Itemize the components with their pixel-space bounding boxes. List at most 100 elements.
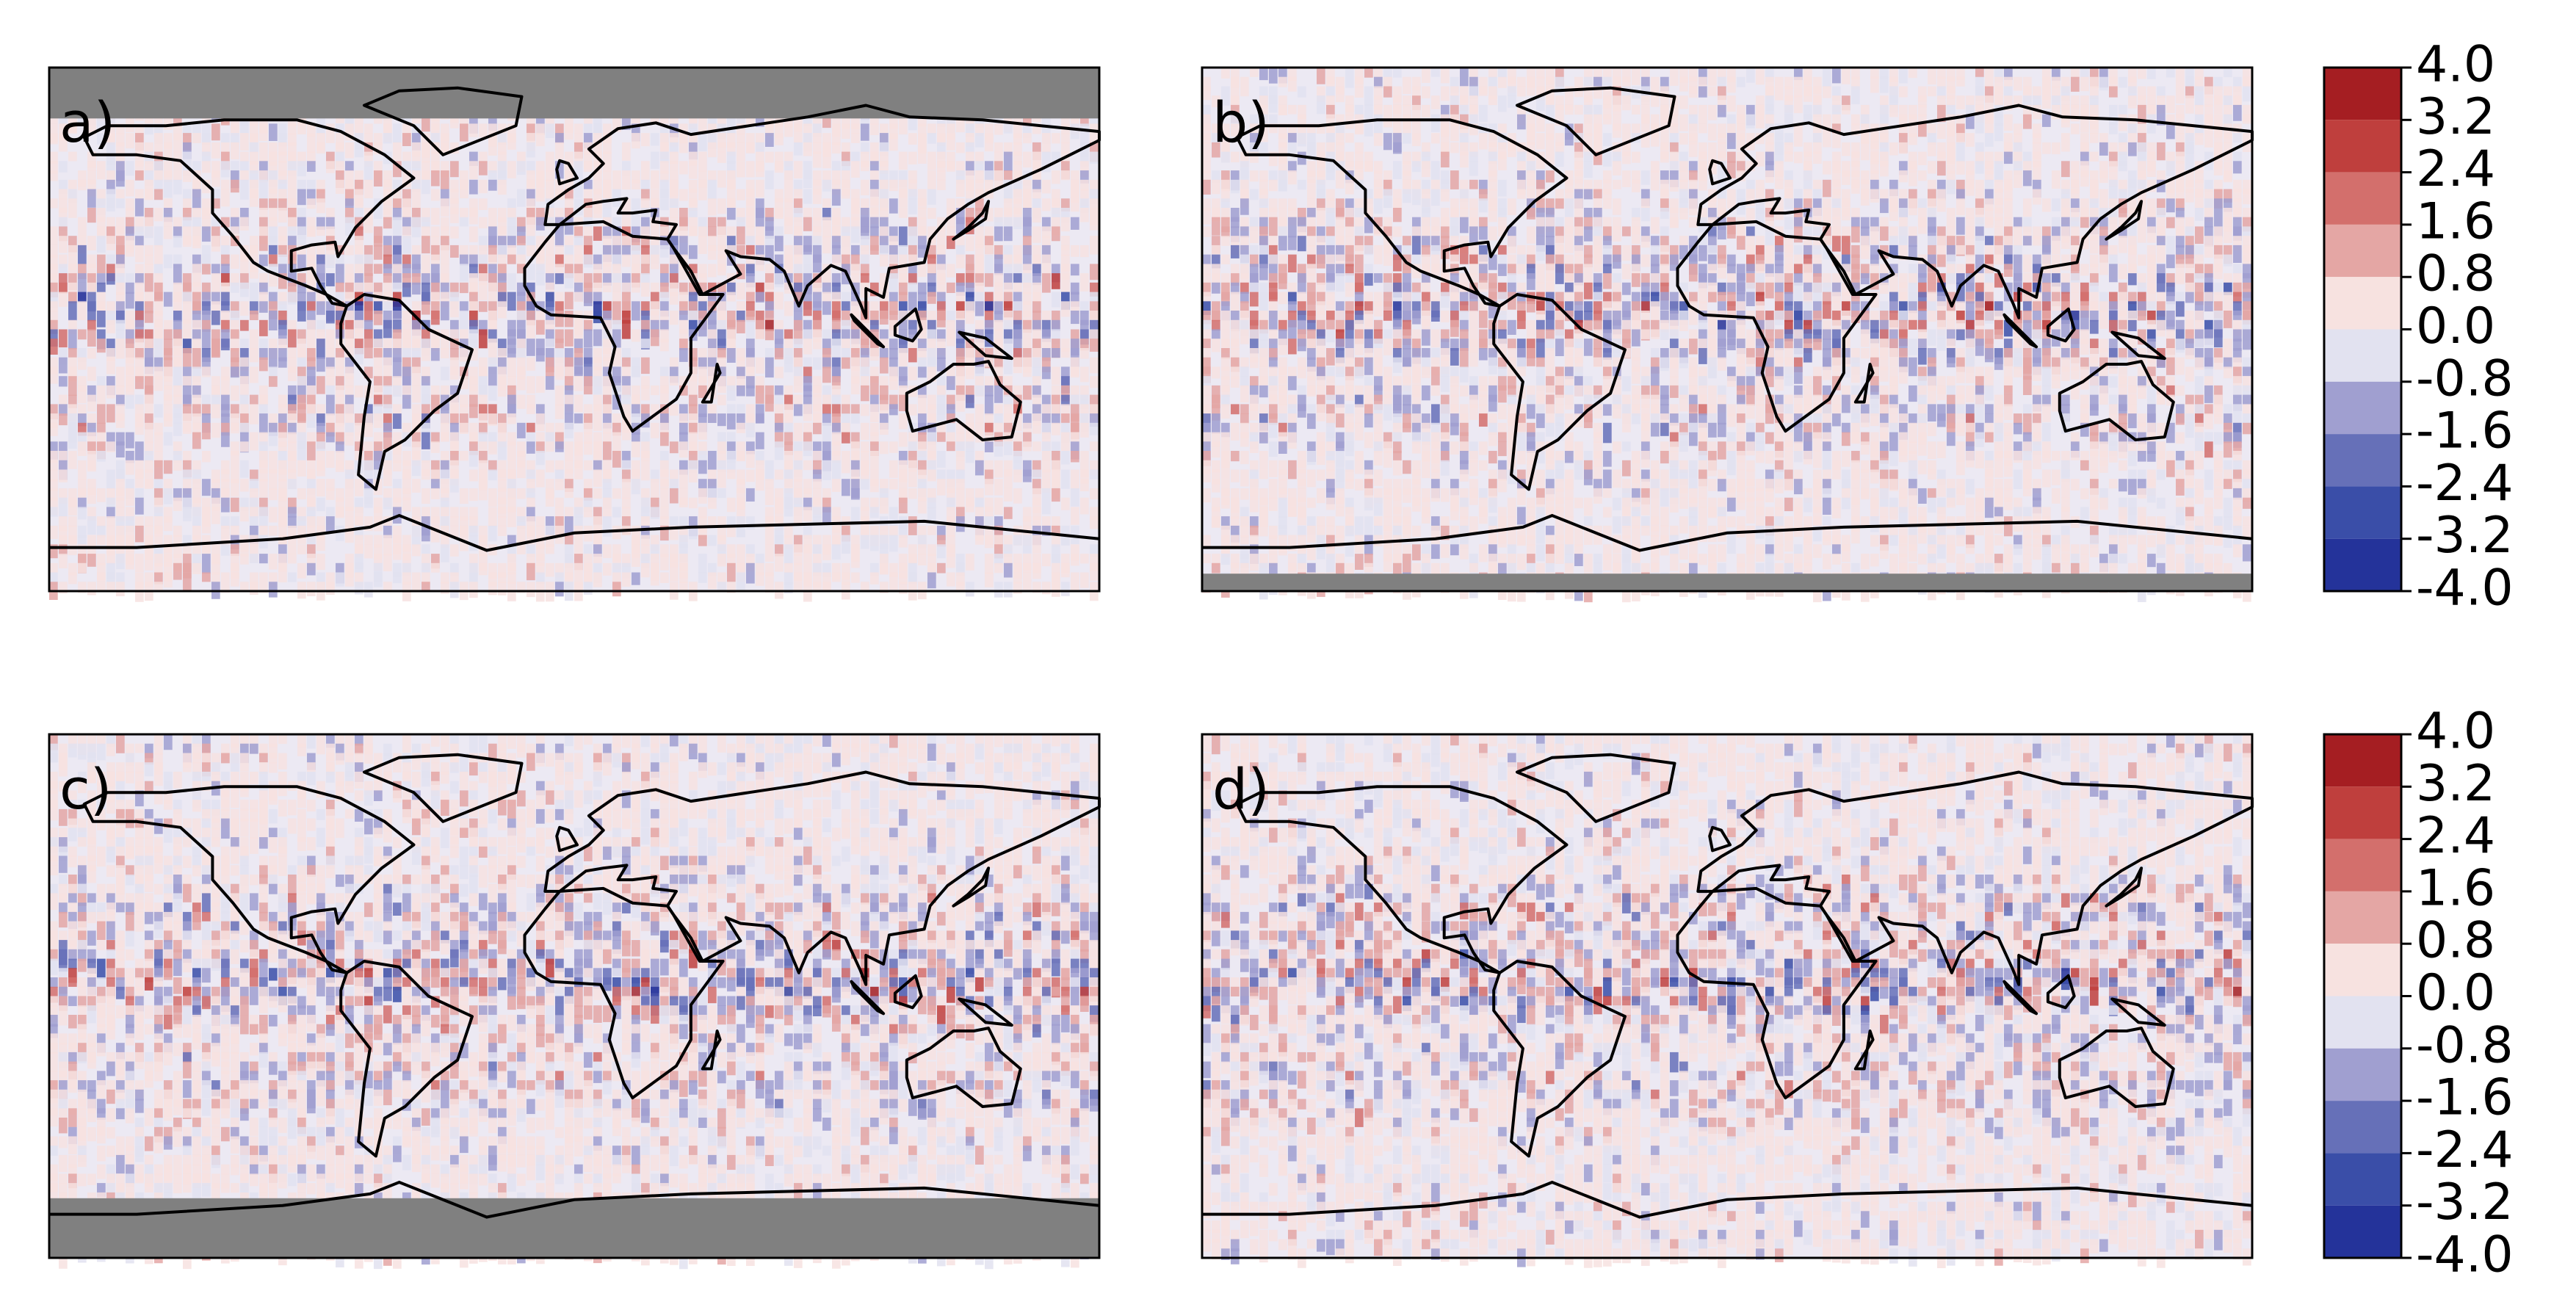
field-cell	[803, 507, 812, 522]
field-cell	[307, 488, 316, 507]
field-cell	[1231, 535, 1240, 547]
field-cell	[966, 264, 974, 274]
field-cell	[412, 142, 421, 157]
field-cell	[145, 273, 153, 292]
field-cell	[479, 413, 488, 426]
field-cell	[689, 301, 698, 320]
field-cell	[173, 319, 182, 339]
field-cell	[154, 562, 163, 576]
field-cell	[622, 488, 631, 499]
field-cell	[670, 198, 679, 209]
field-cell	[278, 516, 287, 527]
field-cell	[603, 422, 612, 434]
field-cell	[422, 142, 430, 158]
field-cell	[307, 245, 316, 261]
field-cell	[412, 179, 421, 192]
field-cell	[679, 264, 688, 281]
field-cell	[546, 170, 554, 182]
field-cell	[641, 441, 650, 458]
field-cell	[803, 488, 812, 499]
field-cell	[288, 133, 297, 146]
field-cell	[765, 226, 774, 239]
field-cell	[851, 339, 860, 354]
field-cell	[775, 507, 784, 524]
field-cell	[1259, 357, 1268, 368]
field-cell	[498, 432, 507, 447]
field-cell	[383, 282, 392, 300]
field-cell	[584, 151, 593, 170]
field-cell	[97, 535, 106, 546]
field-cell	[1221, 226, 1230, 237]
field-cell	[145, 311, 153, 323]
field-cell	[1202, 292, 1211, 302]
field-cell	[947, 161, 955, 172]
field-cell	[746, 319, 755, 341]
field-cell	[288, 366, 297, 381]
field-cell	[68, 525, 77, 543]
field-cell	[985, 554, 994, 574]
field-cell	[622, 245, 631, 256]
field-cell	[870, 422, 879, 436]
field-cell	[183, 236, 192, 247]
field-cell	[240, 133, 249, 151]
field-cell	[1013, 535, 1022, 546]
field-cell	[842, 544, 850, 554]
field-cell	[670, 441, 679, 454]
field-cell	[393, 562, 402, 577]
field-cell	[746, 217, 755, 228]
field-cell	[861, 245, 869, 262]
field-cell	[832, 404, 841, 417]
field-cell	[211, 488, 220, 504]
field-cell	[126, 208, 134, 220]
field-cell	[78, 264, 87, 280]
field-cell	[479, 394, 488, 413]
field-cell	[651, 507, 659, 519]
field-cell	[889, 404, 898, 416]
field-cell	[775, 339, 784, 358]
field-cell	[202, 554, 211, 574]
field-cell	[49, 488, 58, 501]
field-cell	[737, 161, 745, 178]
field-cell	[727, 441, 736, 460]
field-cell	[679, 413, 688, 424]
field-cell	[842, 562, 850, 580]
field-cell	[574, 273, 583, 286]
field-cell	[908, 151, 917, 164]
field-cell	[870, 394, 879, 412]
field-cell	[221, 245, 230, 259]
field-cell	[259, 535, 268, 549]
field-cell	[842, 479, 850, 496]
field-cell	[240, 319, 249, 331]
field-cell	[727, 376, 736, 391]
field-cell	[708, 292, 717, 307]
field-cell	[574, 348, 583, 366]
field-cell	[813, 133, 822, 144]
field-cell	[345, 432, 354, 446]
field-cell	[345, 311, 354, 324]
field-cell	[78, 282, 87, 300]
field-cell	[565, 236, 574, 248]
field-cell	[1250, 292, 1259, 307]
field-cell	[756, 311, 764, 329]
field-cell	[498, 170, 507, 185]
field-cell	[1269, 441, 1278, 457]
field-cell	[441, 217, 449, 231]
field-cell	[1231, 339, 1240, 350]
field-cell	[450, 441, 459, 455]
field-cell	[574, 376, 583, 391]
field-cell	[278, 123, 287, 140]
field-cell	[441, 582, 449, 594]
field-cell	[1307, 413, 1316, 430]
field-cell	[336, 366, 344, 377]
field-cell	[307, 441, 316, 461]
field-cell	[250, 432, 258, 451]
field-cell	[78, 376, 87, 392]
field-cell	[832, 142, 841, 154]
field-cell	[880, 179, 889, 199]
field-cell	[622, 572, 631, 587]
field-cell	[106, 226, 115, 244]
field-cell	[326, 516, 335, 533]
field-cell	[584, 254, 593, 268]
field-cell	[612, 554, 621, 570]
field-cell	[937, 161, 946, 173]
